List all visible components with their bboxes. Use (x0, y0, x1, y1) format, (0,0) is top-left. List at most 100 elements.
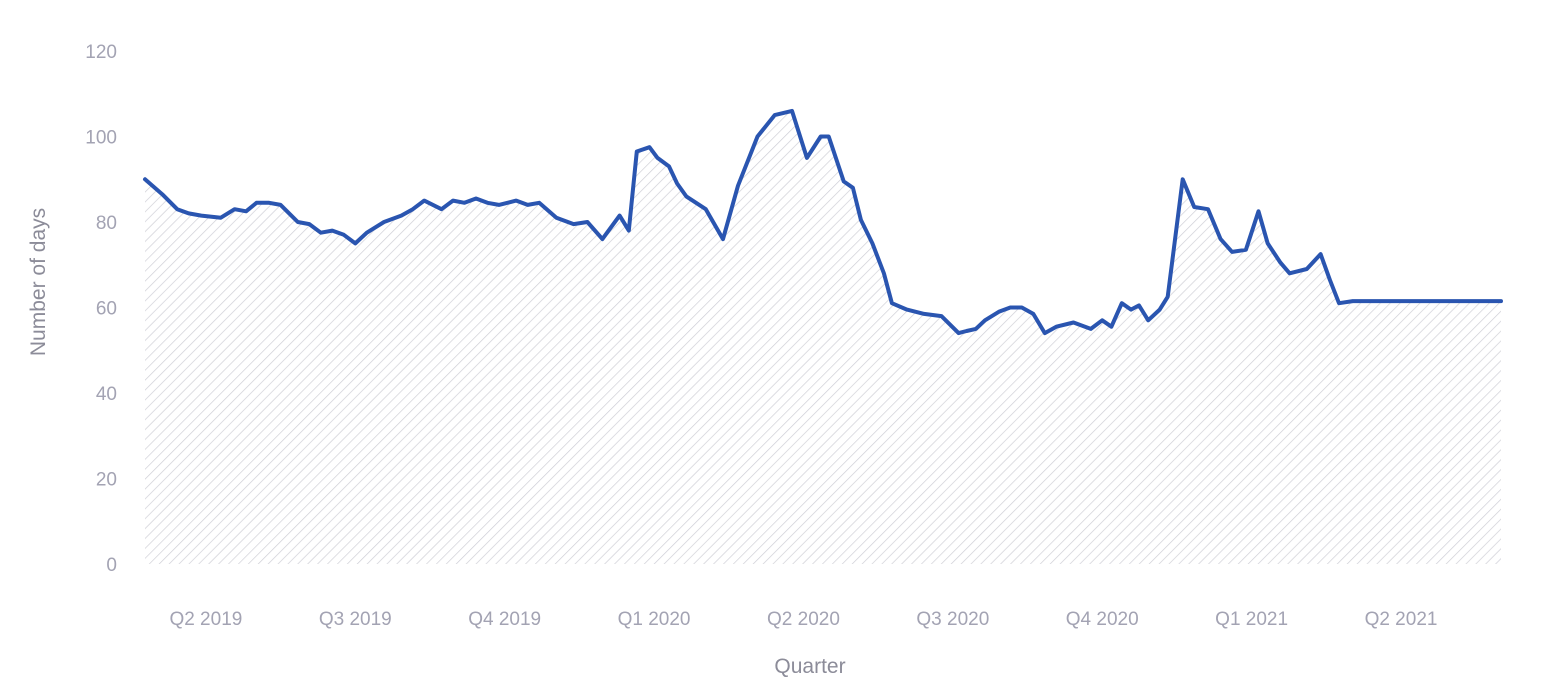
data-point (1181, 177, 1185, 181)
data-point (1100, 318, 1104, 322)
data-point (296, 220, 300, 224)
data-point (656, 156, 660, 160)
data-point (514, 199, 518, 203)
data-point (365, 231, 369, 235)
data-point (1043, 331, 1047, 335)
data-point (451, 199, 455, 203)
data-point (827, 135, 831, 139)
data-point (1328, 278, 1332, 282)
data-point (1054, 325, 1058, 329)
data-point (667, 164, 671, 168)
data-point (648, 145, 652, 149)
y-tick-label: 80 (96, 213, 117, 234)
data-point (1388, 299, 1392, 303)
data-point (1129, 308, 1133, 312)
data-point (1351, 299, 1355, 303)
y-axis-ticks: 0 20 40 60 80 100 120 (85, 42, 117, 576)
data-point (572, 222, 576, 226)
data-point (1158, 308, 1162, 312)
data-point (600, 237, 604, 241)
data-point (399, 214, 403, 218)
data-point (1337, 301, 1341, 305)
data-point (1257, 209, 1261, 213)
data-point (736, 184, 740, 188)
data-point (199, 214, 203, 218)
data-point (790, 109, 794, 113)
data-point (175, 207, 179, 211)
data-point (1288, 271, 1292, 275)
data-point (1485, 299, 1489, 303)
data-point (1400, 299, 1404, 303)
data-point (233, 207, 237, 211)
data-point (1422, 299, 1426, 303)
data-point (684, 194, 688, 198)
data-point (922, 312, 926, 316)
data-point (1192, 205, 1196, 209)
data-point (307, 222, 311, 226)
data-point (1230, 250, 1234, 254)
data-point (319, 231, 323, 235)
data-point (1319, 252, 1323, 256)
data-point (1446, 299, 1450, 303)
y-tick-label: 60 (96, 299, 117, 320)
data-point (497, 203, 501, 207)
data-point (704, 207, 708, 211)
data-point (554, 216, 558, 220)
y-axis-title: Number of days (27, 208, 50, 356)
data-point (773, 113, 777, 117)
data-point (244, 209, 248, 213)
data-point (957, 331, 961, 335)
data-point (939, 314, 943, 318)
x-tick-label: Q1 2021 (1215, 609, 1288, 630)
x-tick-label: Q2 2020 (767, 609, 840, 630)
data-point (1411, 299, 1415, 303)
data-point (1008, 306, 1012, 310)
data-point (1459, 299, 1463, 303)
data-point (1031, 312, 1035, 316)
x-tick-label: Q2 2019 (169, 609, 242, 630)
data-point (635, 150, 639, 154)
data-point (382, 220, 386, 224)
area-fill (145, 110, 1501, 565)
data-point (965, 329, 969, 333)
series-line (143, 108, 1503, 336)
data-point (1382, 299, 1386, 303)
data-point (440, 207, 444, 211)
x-tick-label: Q4 2019 (468, 609, 541, 630)
data-point (585, 220, 589, 224)
data-point (474, 197, 478, 201)
data-point (1266, 241, 1270, 245)
data-point (1137, 303, 1141, 307)
data-point (882, 271, 886, 275)
data-point (143, 177, 147, 181)
data-point (1146, 318, 1150, 322)
data-point (353, 241, 357, 245)
data-point (819, 135, 823, 139)
data-point (974, 327, 978, 331)
data-point (1219, 237, 1223, 241)
x-tick-label: Q3 2020 (916, 609, 989, 630)
data-point (1244, 248, 1248, 252)
data-point (537, 201, 541, 205)
data-point (905, 308, 909, 312)
data-point (411, 207, 415, 211)
data-point (187, 211, 191, 215)
x-tick-label: Q3 2019 (319, 609, 392, 630)
data-point (1206, 207, 1210, 211)
y-tick-label: 0 (106, 555, 117, 576)
data-point (219, 216, 223, 220)
data-point (997, 310, 1001, 314)
data-point (1278, 261, 1282, 265)
data-point (255, 201, 259, 205)
data-point (1370, 299, 1374, 303)
data-point (1020, 306, 1024, 310)
data-point (890, 301, 894, 305)
data-point (160, 192, 164, 196)
data-point (627, 229, 631, 233)
data-point (526, 203, 530, 207)
x-tick-label: Q2 2021 (1365, 609, 1438, 630)
data-point (675, 182, 679, 186)
data-point (1120, 301, 1124, 305)
